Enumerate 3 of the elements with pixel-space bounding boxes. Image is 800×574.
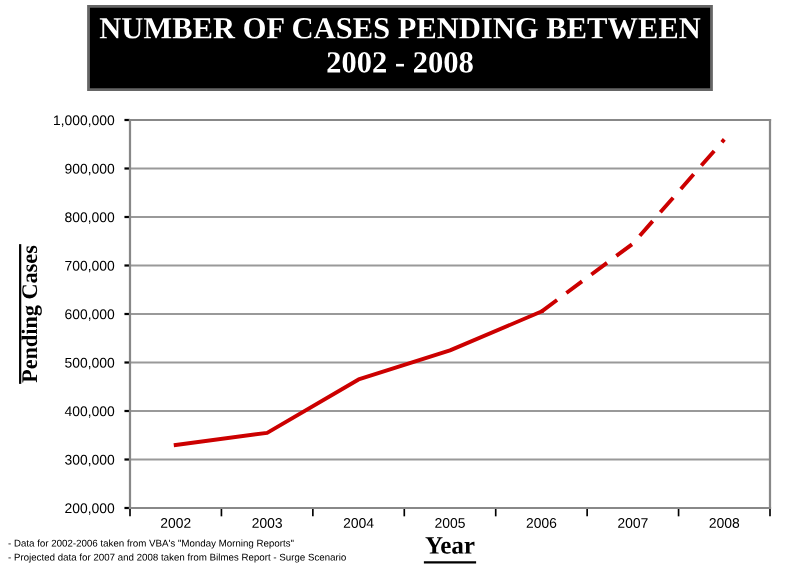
x-axis-title: Year <box>425 537 475 554</box>
chart-title: NUMBER OF CASES PENDING BETWEEN 2002 - 2008 <box>99 18 701 73</box>
y-axis-title: Pending Cases <box>21 245 42 383</box>
